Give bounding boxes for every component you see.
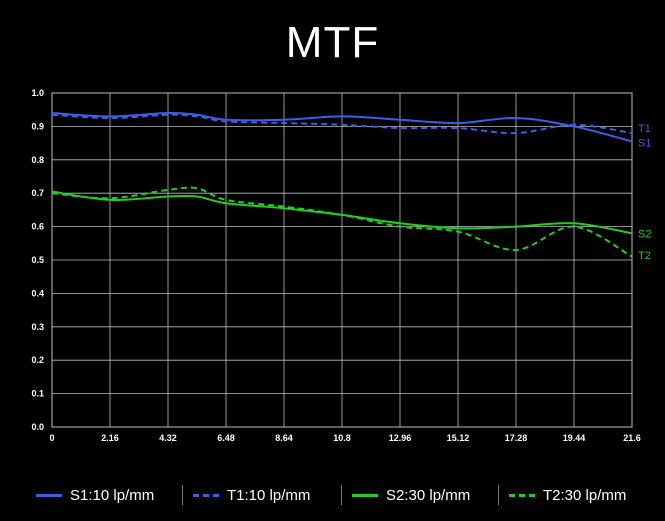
y-tick-label: 0.2 bbox=[31, 355, 44, 365]
x-tick-label: 15.12 bbox=[447, 433, 470, 443]
x-tick-label: 17.28 bbox=[505, 433, 528, 443]
x-tick-label: 2.16 bbox=[101, 433, 119, 443]
legend-label: T2:30 lp/mm bbox=[543, 486, 627, 504]
y-tick-label: 1.0 bbox=[31, 88, 44, 98]
axis-labels: 0 2.16 4.32 6.48 8.64 10.8 12.96 15.12 17.28 19.4… bbox=[31, 88, 640, 443]
legend-swatch bbox=[193, 493, 219, 497]
x-tick-label: 0 bbox=[49, 433, 54, 443]
legend-label: S1:10 lp/mm bbox=[70, 486, 155, 504]
x-tick-label: 19.44 bbox=[563, 433, 586, 443]
y-tick-label: 0.0 bbox=[31, 422, 44, 432]
y-tick-label: 0.5 bbox=[31, 255, 44, 265]
legend-swatch bbox=[36, 493, 62, 497]
legend-item-s2: S2:30 lp/mm bbox=[352, 483, 470, 507]
legend-separator bbox=[498, 485, 499, 505]
grid bbox=[51, 92, 633, 428]
legend-item-t1: T1:10 lp/mm bbox=[193, 483, 310, 507]
y-tick-label: 0.6 bbox=[31, 222, 44, 232]
y-tick-label: 0.4 bbox=[31, 288, 44, 298]
x-tick-label: 4.32 bbox=[159, 433, 177, 443]
legend-item-t2: T2:30 lp/mm bbox=[509, 483, 626, 507]
legend: S1:10 lp/mm T1:10 lp/mm S2:30 lp/mm T2:30 l… bbox=[0, 483, 665, 507]
series-end-label-t1: T1 bbox=[638, 123, 651, 135]
x-tick-label: 8.64 bbox=[275, 433, 293, 443]
x-tick-label: 12.96 bbox=[389, 433, 412, 443]
series-end-label-t2: T2 bbox=[638, 250, 651, 262]
chart-title: MTF bbox=[285, 18, 380, 67]
legend-separator bbox=[182, 485, 183, 505]
series-end-label-s2: S2 bbox=[638, 228, 651, 240]
series-end-label-s1: S1 bbox=[638, 137, 651, 149]
legend-swatch bbox=[352, 493, 378, 497]
y-tick-label: 0.8 bbox=[31, 155, 44, 165]
y-tick-label: 0.7 bbox=[31, 188, 44, 198]
series-line-s1 bbox=[51, 111, 633, 143]
x-tick-label: 21.6 bbox=[623, 433, 641, 443]
legend-separator bbox=[341, 485, 342, 505]
y-tick-label: 0.3 bbox=[31, 322, 44, 332]
legend-label: T1:10 lp/mm bbox=[227, 486, 311, 504]
series-end-labels: S1 T1 S2 T2 bbox=[638, 123, 651, 262]
legend-label: S2:30 lp/mm bbox=[386, 486, 471, 504]
x-tick-label: 6.48 bbox=[217, 433, 235, 443]
series-line-t2 bbox=[51, 186, 633, 258]
y-tick-label: 0.9 bbox=[31, 121, 44, 131]
series-line-t1 bbox=[51, 113, 633, 135]
series-lines bbox=[51, 111, 633, 258]
y-tick-label: 0.1 bbox=[31, 389, 44, 399]
legend-item-s1: S1:10 lp/mm bbox=[36, 483, 154, 507]
legend-swatch bbox=[509, 493, 535, 497]
x-tick-label: 10.8 bbox=[333, 433, 351, 443]
